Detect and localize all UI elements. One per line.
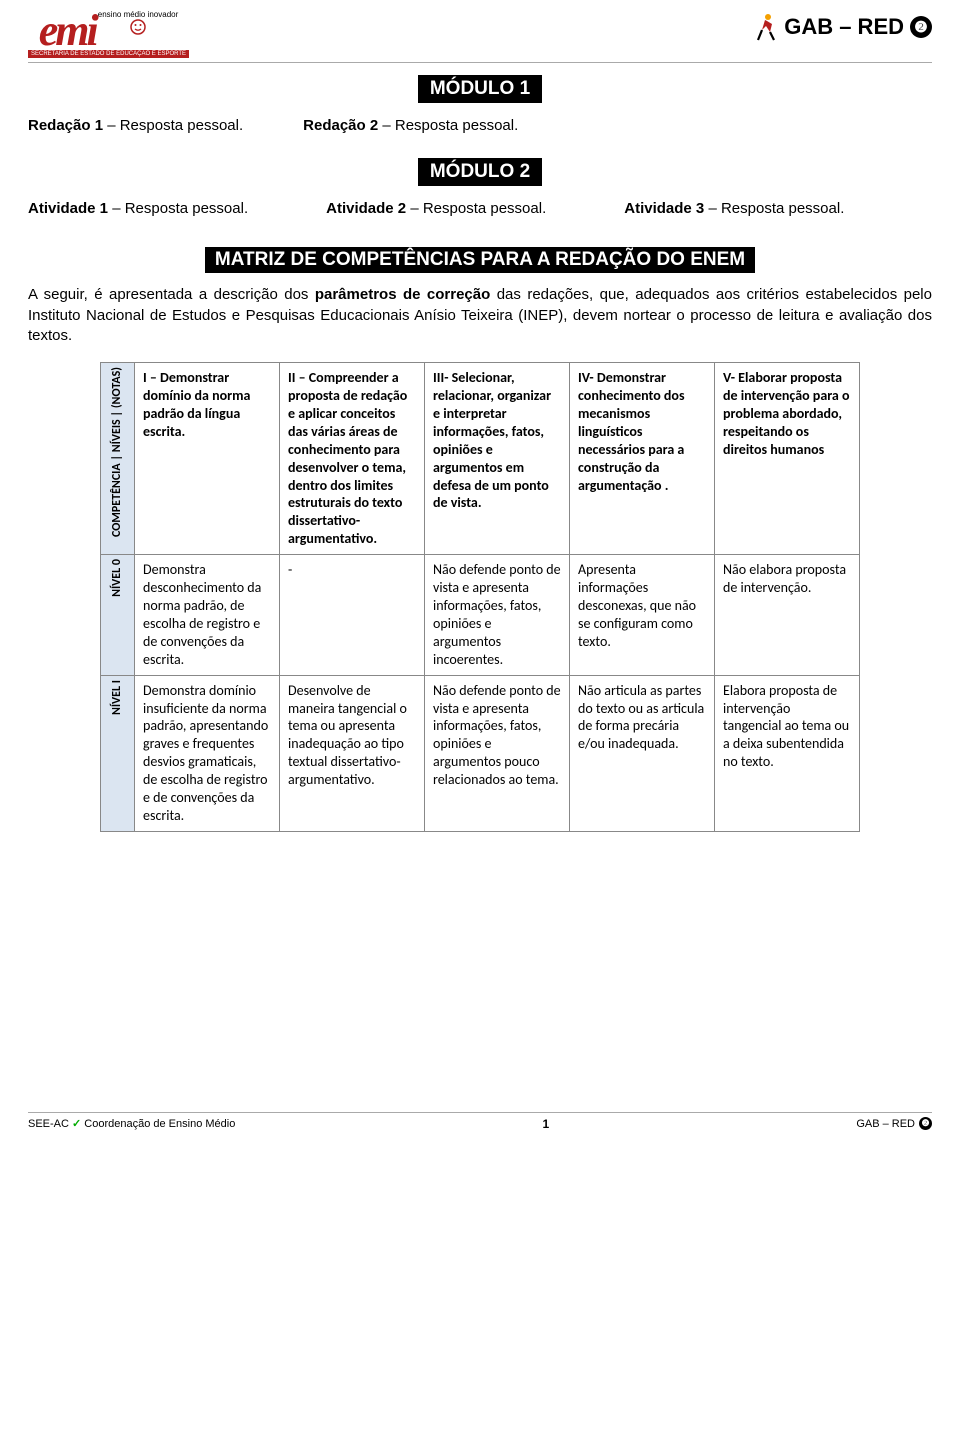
comp-1: I – Demonstrar domínio da norma padrão d… [135, 363, 280, 555]
logo-left: emi ensino médio inovador SECRETARIA DE … [28, 12, 189, 58]
gab-red-label: GAB – RED [784, 14, 904, 40]
module2-items: Atividade 1 – Resposta pessoal. Atividad… [28, 200, 932, 217]
comp-5: V- Elaborar proposta de intervenção para… [715, 363, 860, 555]
emi-tagline: ensino médio inovador [98, 10, 179, 19]
intro-bold: parâmetros de correção [315, 286, 490, 303]
module1-items: Redação 1 – Resposta pessoal. Redação 2 … [28, 117, 932, 134]
table-row-nivel0: NÍVEL 0 Demonstra desconhecimento da nor… [101, 555, 860, 675]
intro-pre: A seguir, é apresentada a descrição dos [28, 286, 315, 303]
table-header-row: COMPETÊNCIA | NÍVEIS | (NOTAS) I – Demon… [101, 363, 860, 555]
row-label-nivel0: NÍVEL 0 [101, 555, 135, 675]
check-icon: ✓ [72, 1118, 81, 1130]
module1-item-1: Redação 1 – Resposta pessoal. [28, 117, 243, 134]
footer-page-number: 1 [542, 1117, 549, 1131]
emi-logo-text: emi [39, 12, 96, 49]
module2-badge-wrap: MÓDULO 2 [28, 158, 932, 186]
smile-icon [130, 19, 146, 35]
cell-0-3: Apresenta informações desconexas, que nã… [570, 555, 715, 675]
emi-subline: SECRETARIA DE ESTADO DE EDUCAÇÃO E ESPOR… [28, 50, 189, 58]
module2-badge: MÓDULO 2 [418, 158, 542, 186]
module1-badge: MÓDULO 1 [418, 75, 542, 103]
footer-right-number: ❷ [919, 1117, 932, 1130]
table-row-nivel1: NÍVEL I Demonstra domínio insuficiente d… [101, 675, 860, 831]
comp-2: II – Compreender a proposta de redação e… [280, 363, 425, 555]
module2-item-1: Atividade 1 – Resposta pessoal. [28, 200, 248, 217]
header-rule [28, 62, 932, 63]
row-label-competencia: COMPETÊNCIA | NÍVEIS | (NOTAS) [101, 363, 135, 555]
cell-1-1: Desenvolve de maneira tangencial o tema … [280, 675, 425, 831]
module1-badge-wrap: MÓDULO 1 [28, 75, 932, 103]
gab-red-number: ❷ [910, 16, 932, 38]
matrix-title-wrap: MATRIZ DE COMPETÊNCIAS PARA A REDAÇÃO DO… [28, 241, 932, 285]
comp-4: IV- Demonstrar conhecimento dos mecanism… [570, 363, 715, 555]
page-header: emi ensino médio inovador SECRETARIA DE … [28, 12, 932, 58]
cell-0-2: Não defende ponto de vista e apresenta i… [425, 555, 570, 675]
cell-0-4: Não elabora proposta de intervenção. [715, 555, 860, 675]
cell-1-4: Elabora proposta de intervenção tangenci… [715, 675, 860, 831]
cell-0-0: Demonstra desconhecimento da norma padrã… [135, 555, 280, 675]
rubric-table: COMPETÊNCIA | NÍVEIS | (NOTAS) I – Demon… [100, 362, 860, 832]
comp-3: III- Selecionar, relacionar, organizar e… [425, 363, 570, 555]
module2-item-3: Atividade 3 – Resposta pessoal. [624, 200, 844, 217]
module1-item-2: Redação 2 – Resposta pessoal. [303, 117, 518, 134]
person-icon [752, 12, 778, 42]
footer-right-label: GAB – RED [856, 1118, 915, 1130]
cell-1-0: Demonstra domínio insuficiente da norma … [135, 675, 280, 831]
cell-1-3: Não articula as partes do texto ou as ar… [570, 675, 715, 831]
cell-0-1: - [280, 555, 425, 675]
footer-right: GAB – RED ❷ [856, 1117, 932, 1130]
cell-1-2: Não defende ponto de vista e apresenta i… [425, 675, 570, 831]
page-footer: SEE-AC ✓ Coordenação de Ensino Médio 1 G… [28, 1112, 932, 1131]
row-label-nivel1: NÍVEL I [101, 675, 135, 831]
logo-right: GAB – RED ❷ [752, 12, 932, 42]
matrix-title: MATRIZ DE COMPETÊNCIAS PARA A REDAÇÃO DO… [205, 247, 755, 273]
footer-left: SEE-AC ✓ Coordenação de Ensino Médio [28, 1117, 235, 1130]
matrix-intro: A seguir, é apresentada a descrição dos … [28, 285, 932, 346]
module2-item-2: Atividade 2 – Resposta pessoal. [326, 200, 546, 217]
